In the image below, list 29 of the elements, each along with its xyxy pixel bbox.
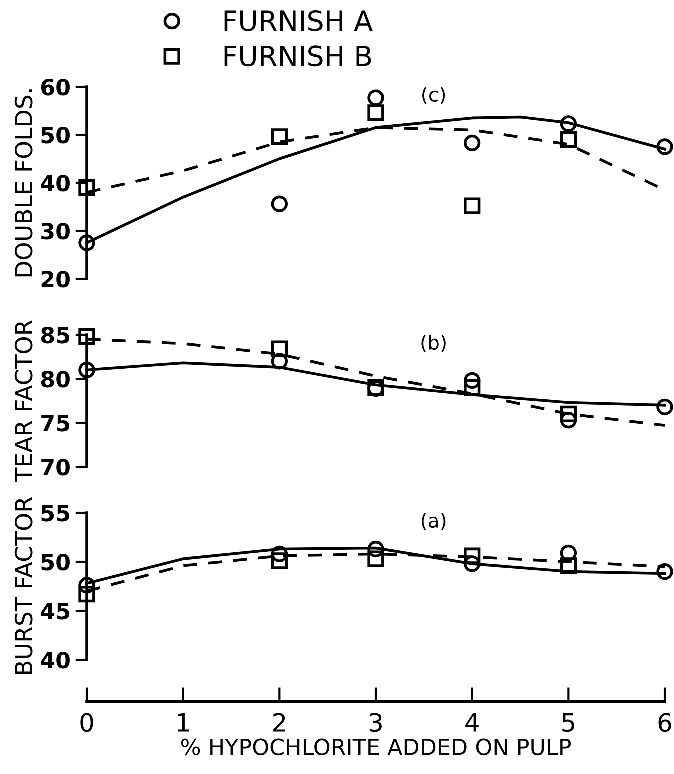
- y-axis-title: TEAR FACTOR: [14, 320, 33, 482]
- y-tick-label: 45: [41, 603, 70, 620]
- x-tick-label: 6: [658, 713, 672, 732]
- x-tick-label: 5: [562, 714, 574, 732]
- y-axis-title: BURST FACTOR: [14, 497, 33, 674]
- y-tick-label: 30: [42, 222, 70, 240]
- y-tick-label: 85: [41, 326, 70, 344]
- y-tick-label: 75: [42, 415, 70, 432]
- x-tick-label: 3: [370, 713, 382, 732]
- y-tick-label: 70: [42, 458, 70, 476]
- annotation: (b): [422, 335, 446, 352]
- y-axis-title: DOUBLE FOLDS.: [14, 90, 33, 277]
- x-tick-label: 1: [178, 714, 189, 732]
- annotation: (a): [422, 513, 446, 530]
- x-tick-label: 4: [466, 714, 479, 732]
- y-tick-label: 40: [41, 174, 70, 192]
- y-tick-label: 20: [42, 270, 70, 288]
- y-tick-label: 60: [41, 78, 70, 96]
- y-tick-label: 80: [41, 370, 70, 388]
- x-tick-label: 2: [274, 713, 286, 732]
- x-axis-title: % HYPOCHLORITE ADDED ON PULP: [181, 738, 572, 756]
- x-tick-label: 0: [80, 713, 94, 732]
- y-tick-label: 40: [41, 652, 70, 669]
- y-tick-label: 50: [42, 554, 70, 571]
- y-tick-label: 55: [42, 505, 70, 522]
- annotation: (c): [422, 87, 446, 104]
- legend-label: FURNISH B: [224, 46, 372, 67]
- legend-label: FURNISH A: [224, 10, 373, 32]
- y-tick-label: 50: [42, 126, 70, 144]
